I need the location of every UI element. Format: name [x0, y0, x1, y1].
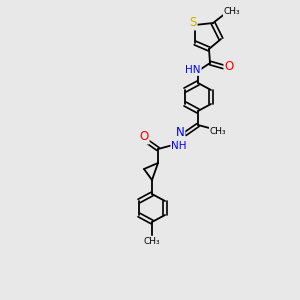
Text: O: O — [140, 130, 148, 143]
Text: CH₃: CH₃ — [210, 128, 226, 136]
Text: O: O — [224, 59, 234, 73]
Text: CH₃: CH₃ — [144, 236, 160, 245]
Text: S: S — [189, 16, 197, 29]
Text: HN: HN — [185, 65, 201, 75]
Text: N: N — [176, 127, 184, 140]
Text: NH: NH — [171, 141, 187, 151]
Text: CH₃: CH₃ — [224, 8, 240, 16]
